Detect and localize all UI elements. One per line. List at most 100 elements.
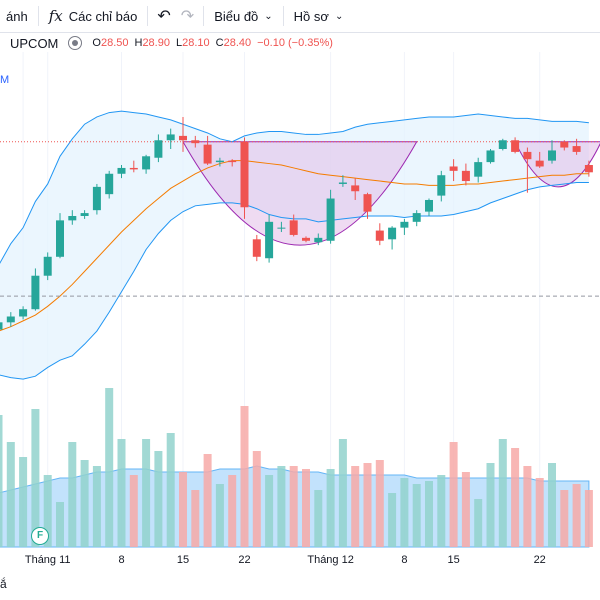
volume-bar bbox=[0, 415, 3, 547]
candle-body bbox=[461, 170, 470, 182]
candle-body bbox=[0, 322, 3, 330]
candle-body bbox=[277, 227, 286, 229]
volume-bar bbox=[412, 484, 421, 547]
candle-body bbox=[560, 141, 569, 148]
candle-body bbox=[68, 216, 77, 221]
close-value: 28.40 bbox=[223, 37, 252, 49]
chart-type-label: Biểu đồ bbox=[214, 8, 259, 24]
event-badge[interactable]: F bbox=[31, 527, 49, 545]
candle-body bbox=[6, 316, 15, 323]
candle-body bbox=[449, 166, 458, 171]
candle-body bbox=[535, 160, 544, 167]
volume-bar bbox=[535, 478, 544, 547]
candle-body bbox=[203, 144, 212, 164]
function-icon: fx bbox=[48, 7, 63, 25]
volume-bar bbox=[338, 439, 347, 547]
volume-bar bbox=[19, 457, 28, 547]
open-value: 28.50 bbox=[100, 37, 129, 49]
volume-bar bbox=[388, 493, 397, 547]
side-marker: M bbox=[0, 74, 10, 86]
volume-bar bbox=[400, 478, 409, 547]
volume-bar bbox=[548, 463, 556, 547]
candle-body bbox=[105, 173, 114, 195]
volume-bar bbox=[498, 439, 507, 547]
candle-body bbox=[400, 221, 409, 228]
candle-body bbox=[425, 199, 433, 212]
symbol-name[interactable]: UPCOM bbox=[10, 35, 59, 51]
volume-bar bbox=[351, 466, 360, 547]
volume-bar bbox=[117, 439, 126, 547]
time-axis-label: Tháng 11 bbox=[24, 554, 71, 566]
volume-bar bbox=[129, 475, 138, 547]
redo-icon[interactable]: ↷ bbox=[180, 8, 195, 25]
candle-body bbox=[486, 150, 495, 163]
time-axis-label: 15 bbox=[176, 554, 190, 566]
change-value: −0.10 (−0.35%) bbox=[257, 37, 333, 49]
candle-body bbox=[584, 165, 593, 173]
volume-bar bbox=[240, 406, 249, 547]
candle-body bbox=[314, 237, 323, 243]
volume-bar bbox=[437, 475, 446, 547]
candle-body bbox=[338, 182, 347, 184]
volume-bar bbox=[523, 466, 532, 547]
volume-bar bbox=[560, 490, 569, 547]
volume-bar bbox=[166, 433, 175, 547]
volume-bar bbox=[6, 442, 15, 547]
volume-bar bbox=[425, 481, 433, 547]
candle-body bbox=[92, 186, 101, 211]
candle-body bbox=[252, 239, 261, 257]
tab-fragment-label: ánh bbox=[6, 8, 28, 24]
candle-body bbox=[498, 140, 507, 149]
volume-bar bbox=[375, 460, 384, 547]
candle-body bbox=[363, 194, 372, 212]
candle-body bbox=[326, 198, 335, 241]
chevron-down-icon: ⌄ bbox=[264, 10, 273, 22]
profile-label: Hồ sơ bbox=[293, 8, 329, 24]
candle-body bbox=[191, 140, 200, 144]
candle-body bbox=[265, 221, 274, 259]
candle-body bbox=[375, 230, 384, 241]
candle-body bbox=[43, 256, 52, 276]
time-axis-label: 22 bbox=[238, 554, 251, 566]
candle-body bbox=[351, 185, 360, 192]
volume-bar bbox=[203, 454, 212, 547]
volume-bar bbox=[326, 469, 335, 547]
eye-icon[interactable] bbox=[68, 36, 83, 50]
candle-body bbox=[511, 140, 520, 152]
chevron-down-icon: ⌄ bbox=[334, 10, 344, 22]
volume-bar bbox=[215, 484, 224, 547]
volume-bar bbox=[142, 439, 151, 547]
volume-bar bbox=[474, 499, 483, 547]
candle-body bbox=[31, 275, 40, 310]
price-chart[interactable] bbox=[0, 52, 600, 549]
volume-bar bbox=[449, 442, 458, 547]
candle-body bbox=[523, 151, 532, 160]
volume-bar bbox=[92, 466, 101, 547]
undo-icon[interactable]: ↶ bbox=[157, 8, 171, 25]
open-label: O bbox=[92, 37, 101, 49]
candle-body bbox=[228, 160, 237, 163]
chart-type-dropdown[interactable]: Biểu đồ ⌄ bbox=[208, 0, 278, 32]
cup-pattern bbox=[182, 141, 418, 246]
volume-bar bbox=[486, 463, 495, 547]
time-axis-label: 22 bbox=[533, 554, 546, 566]
candle-body bbox=[129, 167, 138, 170]
volume-bar bbox=[105, 388, 114, 547]
profile-dropdown[interactable]: Hồ sơ ⌄ bbox=[288, 0, 350, 32]
volume-bar bbox=[511, 448, 520, 547]
volume-bar bbox=[302, 469, 310, 547]
volume-bar bbox=[179, 472, 187, 547]
tab-fragment[interactable]: ánh bbox=[0, 0, 34, 32]
close-label: C bbox=[215, 37, 224, 49]
volume-bar bbox=[461, 472, 470, 547]
toolbar-divider bbox=[203, 6, 205, 26]
candle-body bbox=[179, 135, 187, 141]
candle-body bbox=[412, 213, 421, 222]
indicators-button[interactable]: fx Các chỉ báo bbox=[43, 0, 144, 32]
volume-bar bbox=[584, 490, 593, 547]
volume-bar bbox=[265, 475, 274, 547]
volume-bar bbox=[154, 451, 163, 547]
time-axis-label: 8 bbox=[118, 554, 125, 566]
indicators-label: Các chỉ báo bbox=[68, 8, 138, 24]
candle-body bbox=[154, 140, 163, 158]
